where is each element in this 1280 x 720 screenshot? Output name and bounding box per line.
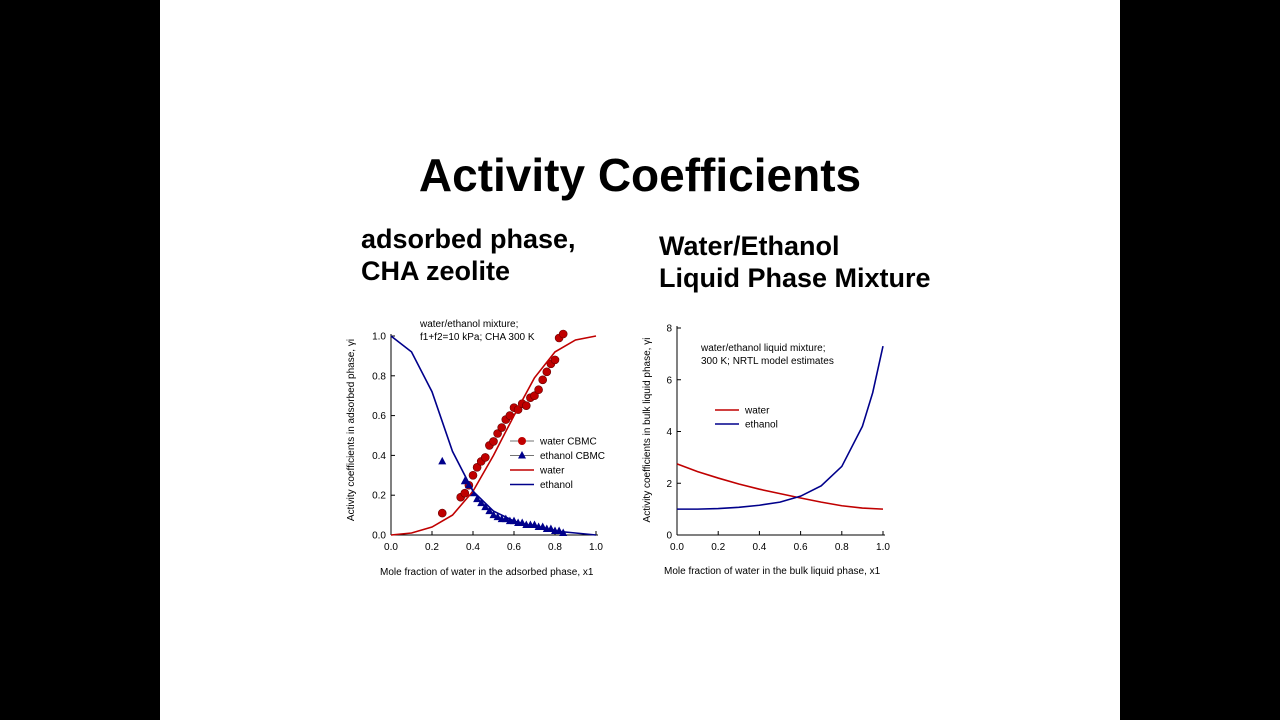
- data-point-ethanol-cbmc: [473, 494, 482, 503]
- y-tick-label: 1.0: [372, 332, 386, 343]
- left-subtitle: adsorbed phase, CHA zeolite: [361, 223, 576, 287]
- legend-label: water: [744, 406, 770, 417]
- data-point-water-cbmc: [550, 355, 560, 365]
- x-tick-label: 0.0: [384, 542, 398, 553]
- y-axis-label: Activity coefficients in bulk liquid pha…: [642, 338, 653, 523]
- x-tick-label: 0.6: [794, 542, 808, 553]
- data-point-ethanol-cbmc: [460, 476, 469, 485]
- legend-item: ethanol: [715, 420, 778, 431]
- data-point-water-cbmc: [460, 488, 470, 498]
- legend-item: water: [715, 406, 770, 417]
- x-tick-label: 1.0: [589, 542, 603, 553]
- data-point-water-cbmc: [472, 463, 482, 472]
- series-line-ethanol: [677, 345, 884, 510]
- y-tick-label: 0.8: [372, 371, 386, 382]
- data-point-ethanol-cbmc: [493, 512, 502, 521]
- y-tick-label: 0.4: [372, 451, 386, 462]
- data-point-ethanol-cbmc: [477, 498, 486, 507]
- x-tick-label: 0.2: [711, 542, 725, 553]
- series-line-water: [390, 335, 597, 536]
- data-point-water-cbmc: [493, 429, 502, 438]
- y-tick-label: 2: [666, 479, 672, 490]
- data-point-ethanol-cbmc: [485, 506, 494, 515]
- y-tick-label: 4: [666, 427, 672, 438]
- x-tick-label: 0.6: [507, 542, 521, 553]
- y-tick-label: 0.2: [372, 491, 386, 502]
- legend-label: ethanol CBMC: [540, 451, 605, 462]
- right-subtitle-line1: Water/Ethanol: [659, 231, 840, 261]
- legend-label: ethanol: [745, 420, 778, 431]
- chart-2: 0.0 0.2 0.4 0.6 0.8 1.0 0 2 4 6 8 Mole fraction of …: [642, 324, 890, 578]
- x-tick-label: 0.8: [835, 542, 849, 553]
- chart-annotation-line: f1+f2=10 kPa; CHA 300 K: [420, 332, 535, 343]
- y-tick-label: 0.0: [372, 531, 386, 542]
- slide: Activity Coefficients adsorbed phase, CH…: [160, 0, 1120, 720]
- y-tick-label: 8: [666, 324, 672, 335]
- data-point-water-cbmc: [468, 470, 478, 480]
- left-subtitle-line2: CHA zeolite: [361, 256, 511, 286]
- data-point-ethanol-cbmc: [501, 514, 510, 523]
- data-point-ethanol-cbmc: [489, 510, 498, 519]
- chart-annotation-line: 300 K; NRTL model estimates: [701, 356, 834, 367]
- chart-annotation-line: water/ethanol liquid mixture;: [700, 343, 826, 354]
- y-tick-label: 0: [666, 531, 672, 542]
- slide-title: Activity Coefficients: [418, 149, 862, 201]
- data-point-ethanol-cbmc: [481, 502, 490, 511]
- y-axis-label: Activity coefficients in adsorbed phase,…: [346, 339, 357, 521]
- legend-label: water CBMC: [539, 437, 597, 448]
- x-tick-label: 0.2: [425, 542, 439, 553]
- legend-marker: [518, 437, 526, 445]
- legend-item: water CBMC: [510, 437, 597, 448]
- legend-label: water: [539, 466, 565, 477]
- y-tick-label: 6: [666, 375, 672, 386]
- data-point-water-cbmc: [530, 391, 539, 401]
- data-point-water-cbmc: [538, 375, 548, 385]
- x-tick-label: 0.8: [548, 542, 562, 553]
- data-point-water-cbmc: [521, 401, 531, 410]
- x-tick-label: 0.4: [466, 542, 480, 553]
- legend-item: water: [510, 466, 565, 477]
- data-point-water-cbmc: [480, 453, 490, 462]
- y-tick-label: 0.6: [372, 411, 386, 422]
- right-subtitle-line2: Liquid Phase Mixture: [659, 263, 931, 293]
- data-point-water-cbmc: [497, 423, 507, 432]
- right-subtitle: Water/Ethanol Liquid Phase Mixture: [659, 230, 931, 294]
- x-tick-label: 0.4: [752, 542, 766, 553]
- x-axis-label: Mole fraction of water in the adsorbed p…: [380, 567, 594, 578]
- data-point-water-cbmc: [437, 508, 447, 518]
- data-point-water-cbmc: [542, 367, 552, 377]
- x-tick-label: 1.0: [876, 542, 890, 553]
- chart-annotation-line: water/ethanol mixture;: [419, 319, 518, 330]
- legend-label: ethanol: [540, 480, 573, 491]
- legend-marker: [518, 451, 526, 459]
- legend-item: ethanol CBMC: [510, 451, 605, 462]
- data-point-water-cbmc: [489, 437, 498, 446]
- x-tick-label: 0.0: [670, 542, 684, 553]
- legend-item: ethanol: [510, 480, 573, 491]
- data-point-water-cbmc: [558, 329, 568, 339]
- chart-1: 0.0 0.2 0.4 0.6 0.8 1.0 0.0 0.2 0.4 0.6 0.8 1.0 Mole…: [346, 319, 605, 578]
- x-axis-label: Mole fraction of water in the bulk liqui…: [664, 566, 881, 577]
- data-point-water-cbmc: [534, 385, 543, 395]
- data-point-ethanol-cbmc: [438, 456, 447, 465]
- series-line-water: [676, 463, 884, 510]
- series-line-ethanol: [390, 335, 597, 536]
- left-subtitle-line1: adsorbed phase,: [361, 224, 576, 254]
